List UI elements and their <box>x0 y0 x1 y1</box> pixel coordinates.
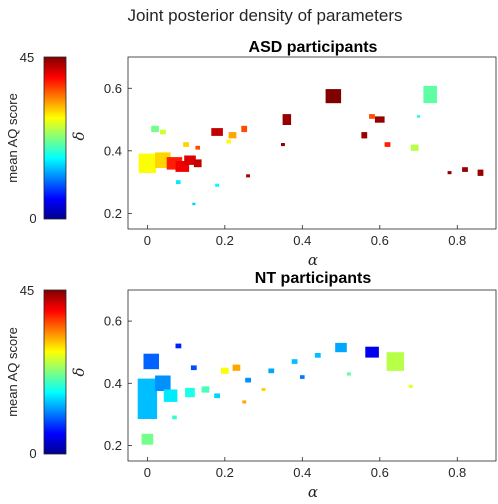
panel-title-nt: NT participants <box>255 270 372 287</box>
density-point-asd-4 <box>184 155 196 165</box>
y-axis-label-asd: δ <box>70 131 88 140</box>
density-point-nt-16 <box>386 352 404 371</box>
plot-area-nt <box>128 290 496 461</box>
x-tick-label-nt-3: 0.6 <box>371 465 389 480</box>
colorbar-nt <box>43 289 67 455</box>
density-point-nt-8 <box>232 364 241 371</box>
density-point-nt-12 <box>291 359 298 364</box>
x-axis-label-asd: α <box>308 251 318 269</box>
density-point-nt-0 <box>137 378 158 419</box>
x-tick-label-nt-0: 0 <box>144 465 151 480</box>
density-point-asd-13 <box>226 139 231 144</box>
scatter-points-asd <box>138 85 484 206</box>
density-point-asd-23 <box>477 169 484 176</box>
x-tick-label-asd-0: 0 <box>144 233 151 248</box>
panel-asd: ASD participants 45 0 mean AQ score 0 0.2… <box>5 39 497 269</box>
colorbar-label-asd: mean AQ score <box>5 93 20 183</box>
density-point-asd-5 <box>193 159 202 168</box>
plot-area-asd <box>128 57 496 229</box>
density-point-asd-16 <box>374 116 385 123</box>
axes-box-asd <box>127 56 497 230</box>
density-point-asd-10 <box>211 128 223 136</box>
y-tick-label-asd-1: 0.4 <box>104 143 122 158</box>
density-point-asd-24 <box>447 171 452 175</box>
x-tick-label-asd-1: 0.2 <box>216 233 234 248</box>
density-point-nt-17 <box>190 365 197 371</box>
x-tick-label-nt-1: 0.2 <box>216 465 234 480</box>
density-point-nt-15 <box>365 346 379 358</box>
colorbar-label-nt: mean AQ score <box>5 327 20 417</box>
y-tick-label-asd-2: 0.6 <box>104 81 122 96</box>
x-tick-label-asd-3: 0.6 <box>371 233 389 248</box>
x-tick-label-nt-4: 0.8 <box>448 465 466 480</box>
scatter-points-nt <box>137 342 413 445</box>
density-point-asd-15 <box>325 89 342 104</box>
density-point-nt-11 <box>268 368 275 374</box>
density-point-asd-11 <box>228 132 237 139</box>
colorbar-max-asd: 45 <box>20 50 34 65</box>
density-point-nt-13 <box>314 353 321 358</box>
density-point-nt-3 <box>163 389 178 402</box>
density-point-asd-19 <box>384 142 391 147</box>
density-point-asd-18 <box>361 132 368 139</box>
x-axis-label-nt: α <box>308 483 318 501</box>
density-point-asd-21 <box>423 85 437 104</box>
density-point-nt-22 <box>172 415 177 420</box>
density-point-nt-2 <box>155 375 171 391</box>
y-tick-label-nt-2: 0.6 <box>104 314 122 329</box>
colorbar-min-asd: 0 <box>29 211 36 226</box>
ticks-nt: 0 0.2 0.4 0.6 0.8 0.2 0.4 0.6 <box>104 314 466 480</box>
y-tick-label-nt-1: 0.4 <box>104 376 122 391</box>
y-tick-label-nt-0: 0.2 <box>104 438 122 453</box>
density-point-nt-21 <box>242 400 247 404</box>
density-point-nt-10 <box>245 377 251 383</box>
density-point-asd-20 <box>410 144 419 151</box>
colorbar-asd <box>43 56 67 220</box>
density-point-asd-26 <box>215 183 220 187</box>
density-point-asd-14 <box>282 114 292 125</box>
density-point-asd-30 <box>417 115 421 118</box>
density-point-nt-24 <box>408 384 413 388</box>
density-point-asd-7 <box>160 129 166 135</box>
density-point-nt-4 <box>141 433 154 445</box>
colorbar-max-nt: 45 <box>20 283 34 298</box>
x-tick-label-asd-4: 0.8 <box>448 233 466 248</box>
density-point-asd-9 <box>195 145 200 150</box>
axes-box-nt <box>127 289 497 462</box>
density-point-asd-17 <box>369 114 375 119</box>
x-tick-label-asd-2: 0.4 <box>293 233 311 248</box>
density-point-nt-6 <box>201 386 210 393</box>
ticks-asd: 0 0.2 0.4 0.6 0.8 0.2 0.4 0.6 <box>104 81 466 248</box>
density-point-asd-25 <box>246 174 250 178</box>
density-point-nt-23 <box>346 372 351 376</box>
density-point-asd-0 <box>138 153 157 173</box>
density-point-nt-5 <box>185 387 195 398</box>
density-point-asd-3 <box>175 161 190 172</box>
density-point-nt-9 <box>214 393 220 399</box>
x-tick-label-nt-2: 0.4 <box>293 465 311 480</box>
colorbar-min-nt: 0 <box>29 446 36 461</box>
density-point-nt-14 <box>335 342 347 353</box>
density-point-asd-27 <box>176 180 181 184</box>
density-point-nt-20 <box>261 387 266 391</box>
density-point-nt-18 <box>175 343 182 349</box>
figure-title: Joint posterior density of parameters <box>128 6 403 25</box>
density-point-asd-8 <box>183 142 189 147</box>
y-tick-label-asd-0: 0.2 <box>104 206 122 221</box>
density-point-nt-1 <box>143 353 159 370</box>
density-point-asd-12 <box>241 125 248 133</box>
density-point-asd-29 <box>281 143 285 147</box>
density-point-asd-28 <box>192 202 196 206</box>
panel-nt: NT participants 45 0 mean AQ score 0 0.2 0… <box>5 270 497 501</box>
y-axis-label-nt: δ <box>70 367 88 376</box>
density-point-nt-19 <box>300 375 305 379</box>
density-point-asd-22 <box>462 167 468 172</box>
panel-title-asd: ASD participants <box>249 39 378 56</box>
density-point-nt-7 <box>221 367 229 374</box>
density-point-asd-6 <box>151 125 159 133</box>
